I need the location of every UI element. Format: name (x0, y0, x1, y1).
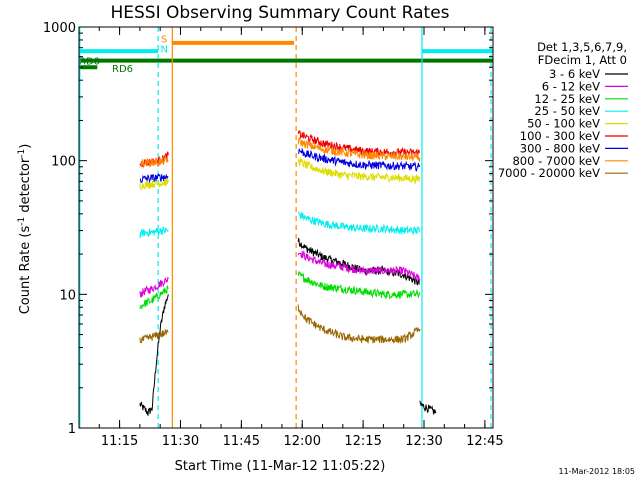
series-line-2-0 (139, 285, 169, 310)
series-line-0-0 (139, 294, 169, 417)
legend-label-2: 12 - 25 keV (534, 92, 600, 106)
legend-label-5: 100 - 300 keV (520, 129, 600, 143)
legend-label-3: 25 - 50 keV (534, 104, 600, 118)
state-letter-1: N (160, 45, 167, 56)
series-line-5-1 (297, 130, 421, 158)
chart-title: HESSI Observing Summary Count Rates (110, 3, 449, 23)
y-tick-label-1: 10 (59, 288, 76, 303)
x-tick-label-1: 11:30 (162, 434, 199, 449)
series-line-4-0 (139, 178, 169, 190)
footer-date: 11-Mar-2012 18:05 (559, 467, 636, 476)
axes: 1 10 100 1000 11:15 11:30 11:45 12:00 12:15 12:30… (43, 21, 504, 449)
series-line-5-0 (139, 151, 169, 168)
series-line-1-0 (139, 277, 169, 298)
series-line-7-1 (297, 136, 421, 162)
series-line-8-0 (139, 329, 169, 344)
y-tick-label-0: 1 (68, 422, 76, 437)
legend-label-7: 800 - 7000 keV (512, 154, 600, 168)
x-tick-label-2: 11:45 (223, 434, 260, 449)
y-axis-label: Count Rate (s-1 detector-1) (17, 144, 33, 315)
y-tick-label-3: 1000 (43, 21, 76, 36)
x-tick-label-6: 12:45 (466, 434, 503, 449)
plot-frame (78, 26, 494, 429)
plot-area: RD0 RD6 SN (79, 27, 493, 428)
series-line-3-1 (297, 211, 421, 235)
x-tick-label-3: 12:00 (284, 434, 321, 449)
state-letter-0: S (161, 35, 167, 46)
legend-header-2: FDecim 1, Att 0 (538, 53, 627, 67)
x-tick-label-4: 12:15 (344, 434, 381, 449)
legend-header-1: Det 1,3,5,6,7,9, (537, 40, 627, 54)
series-line-1-1 (297, 249, 421, 283)
series-line-8-1 (297, 304, 421, 345)
rd-bar-label-1: RD6 (112, 64, 133, 75)
series-line-6-1 (298, 147, 421, 172)
series-line-2-1 (297, 270, 421, 300)
legend-label-1: 6 - 12 keV (542, 79, 600, 93)
legend-label-6: 300 - 800 keV (520, 141, 600, 155)
series-line-7-0 (139, 156, 169, 169)
series-line-0-2 (419, 400, 437, 415)
legend-label-0: 3 - 6 keV (549, 67, 600, 81)
legend-label-8: 7000 - 20000 keV (498, 166, 600, 180)
rd-bar-label-0: RD0 (79, 57, 100, 68)
series-line-4-1 (297, 156, 421, 185)
legend-label-4: 50 - 100 keV (527, 117, 600, 131)
x-tick-label-5: 12:30 (405, 434, 442, 449)
x-axis-label: Start Time (11-Mar-12 11:05:22) (175, 459, 386, 474)
series-line-6-0 (139, 173, 169, 184)
series-line-3-0 (139, 226, 169, 239)
x-tick-label-0: 11:15 (101, 434, 138, 449)
y-tick-label-2: 100 (51, 155, 76, 170)
